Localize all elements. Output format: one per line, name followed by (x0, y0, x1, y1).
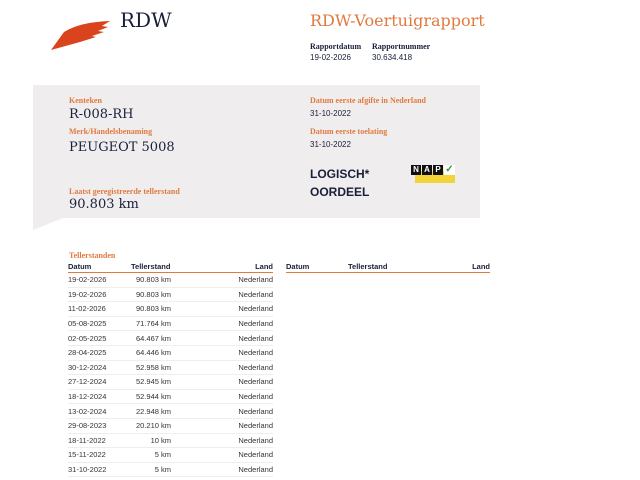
toelating-label: Datum eerste toelating (310, 127, 388, 136)
cell-land: Nederland (171, 389, 273, 405)
cell-tellerstand: 5 km (131, 462, 171, 478)
teller-value: 90.803 km (69, 197, 139, 212)
cell-land: Nederland (171, 301, 273, 317)
tellerstanden-table: Datum Tellerstand Land 19-02-2026 90.803 … (68, 262, 273, 478)
col-land: Land (408, 262, 490, 273)
cell-tellerstand: 22.948 km (131, 403, 171, 419)
rapportnummer-label: Rapportnummer (372, 42, 431, 51)
cell-datum: 30-12-2024 (68, 360, 131, 376)
cell-tellerstand: 64.467 km (131, 330, 171, 346)
rdw-logo-icon (51, 21, 110, 50)
col-tellerstand: Tellerstand (348, 262, 408, 273)
rapportdatum-label: Rapportdatum (310, 42, 362, 51)
cell-datum: 19-02-2026 (68, 287, 131, 303)
logo-text: RDW (120, 8, 172, 32)
cell-land: Nederland (171, 403, 273, 419)
cell-land: Nederland (171, 462, 273, 478)
table-row: 28-04-2025 64.446 km Nederland (68, 345, 273, 361)
table-row: 18-11-2022 10 km Nederland (68, 433, 273, 449)
cell-tellerstand: 64.446 km (131, 345, 171, 361)
cell-datum: 11-02-2026 (68, 301, 131, 317)
cell-land: Nederland (171, 433, 273, 449)
cell-datum: 28-04-2025 (68, 345, 131, 361)
table-row: 05-08-2025 71.764 km Nederland (68, 316, 273, 332)
table-row: 15-11-2022 5 km Nederland (68, 447, 273, 463)
rapportdatum-value: 19-02-2026 (310, 53, 351, 62)
rapportnummer-value: 30.634.418 (372, 53, 413, 62)
cell-tellerstand: 10 km (131, 433, 171, 449)
table-row: 18-12-2024 52.944 km Nederland (68, 389, 273, 405)
cell-tellerstand: 90.803 km (131, 287, 171, 303)
cell-land: Nederland (171, 447, 273, 463)
cell-land: Nederland (171, 360, 273, 376)
cell-tellerstand: 52.958 km (131, 360, 171, 376)
panel-notch (33, 218, 63, 230)
col-datum: Datum (68, 262, 131, 273)
oordeel-line1: LOGISCH* (310, 167, 370, 181)
table-row: 11-02-2026 90.803 km Nederland (68, 301, 273, 317)
cell-tellerstand: 20.210 km (131, 418, 171, 434)
table-row: 31-10-2022 5 km Nederland (68, 462, 273, 478)
cell-tellerstand: 52.944 km (131, 389, 171, 405)
afgifte-label: Datum eerste afgifte in Nederland (310, 96, 426, 105)
tellerstanden-table-right: Datum Tellerstand Land (286, 262, 490, 273)
teller-label: Laatst geregistreerde tellerstand (69, 187, 180, 196)
cell-datum: 18-12-2024 (68, 389, 131, 405)
cell-land: Nederland (171, 345, 273, 361)
merk-label: Merk/Handelsbenaming (69, 127, 153, 136)
cell-datum: 05-08-2025 (68, 316, 131, 332)
kenteken-label: Kenteken (69, 96, 102, 105)
cell-datum: 29-08-2023 (68, 418, 131, 434)
cell-land: Nederland (171, 287, 273, 303)
table-row: 29-08-2023 20.210 km Nederland (68, 418, 273, 434)
cell-land: Nederland (171, 316, 273, 332)
table-row: 27-12-2024 52.945 km Nederland (68, 374, 273, 390)
cell-datum: 19-02-2026 (68, 272, 131, 288)
cell-datum: 13-02-2024 (68, 403, 131, 419)
cell-datum: 18-11-2022 (68, 433, 131, 449)
table-row: 19-02-2026 90.803 km Nederland (68, 272, 273, 288)
vehicle-panel (33, 85, 480, 218)
cell-datum: 15-11-2022 (68, 447, 131, 463)
tellerstanden-title: Tellerstanden (69, 251, 116, 260)
cell-land: Nederland (171, 330, 273, 346)
cell-datum: 31-10-2022 (68, 462, 131, 478)
cell-tellerstand: 90.803 km (131, 272, 171, 288)
cell-datum: 27-12-2024 (68, 374, 131, 390)
cell-land: Nederland (171, 418, 273, 434)
col-tellerstand: Tellerstand (131, 262, 171, 273)
kenteken-value: R-008-RH (69, 107, 134, 122)
cell-tellerstand: 90.803 km (131, 301, 171, 317)
nap-logo-icon: N A P ✓ (411, 165, 455, 183)
table-row: 19-02-2026 90.803 km Nederland (68, 287, 273, 303)
cell-tellerstand: 52.945 km (131, 374, 171, 390)
cell-land: Nederland (171, 272, 273, 288)
table-row: 02-05-2025 64.467 km Nederland (68, 330, 273, 346)
toelating-value: 31-10-2022 (310, 140, 351, 149)
col-datum: Datum (286, 262, 348, 273)
merk-value: PEUGEOT 5008 (69, 140, 175, 155)
cell-datum: 02-05-2025 (68, 330, 131, 346)
cell-tellerstand: 5 km (131, 447, 171, 463)
table-row: 13-02-2024 22.948 km Nederland (68, 403, 273, 419)
col-land: Land (171, 262, 273, 273)
oordeel-line2: OORDEEL (310, 185, 370, 199)
cell-land: Nederland (171, 374, 273, 390)
afgifte-value: 31-10-2022 (310, 109, 351, 118)
cell-tellerstand: 71.764 km (131, 316, 171, 332)
table-row: 30-12-2024 52.958 km Nederland (68, 360, 273, 376)
report-title: RDW-Voertuigrapport (310, 11, 485, 30)
